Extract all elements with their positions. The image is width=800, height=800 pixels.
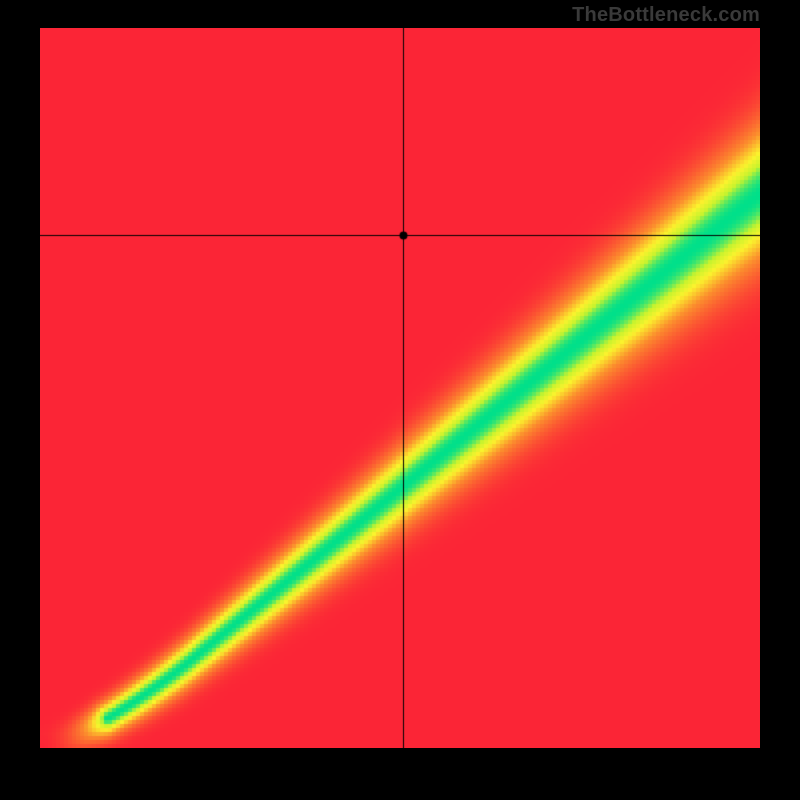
chart-container: TheBottleneck.com <box>0 0 800 800</box>
watermark-text: TheBottleneck.com <box>572 4 760 27</box>
bottleneck-heatmap <box>40 28 760 748</box>
